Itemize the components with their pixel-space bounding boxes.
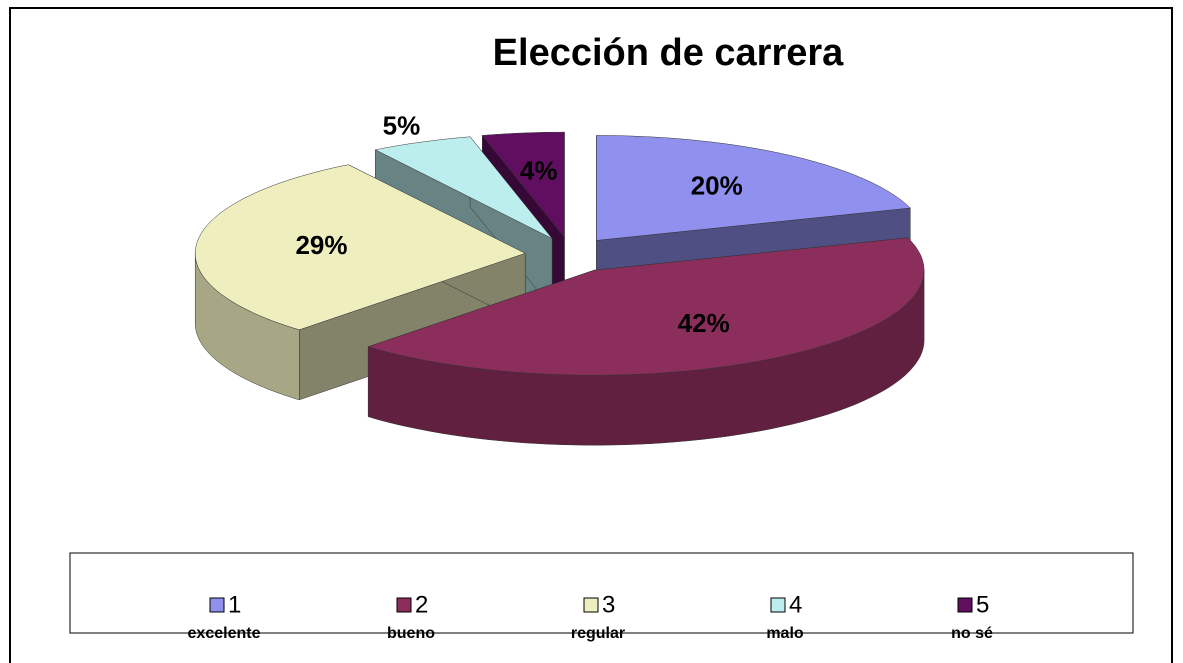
data-label: 20% <box>691 171 743 201</box>
legend-label: 5 <box>976 591 989 618</box>
data-label: 42% <box>678 308 730 338</box>
legend-label: 4 <box>789 591 802 618</box>
slice <box>481 131 565 238</box>
legend-sublabel: excelente <box>188 625 261 642</box>
legend-swatch <box>770 597 786 613</box>
legend-swatch <box>209 597 225 613</box>
legend-label: 1 <box>228 591 241 618</box>
data-label: 4% <box>520 155 558 185</box>
legend-swatch <box>583 597 599 613</box>
chart-title: Elección de carrera <box>493 32 845 74</box>
slice <box>596 135 911 241</box>
legend-swatch <box>957 597 973 613</box>
legend-sublabel: regular <box>571 625 625 642</box>
legend-label: 2 <box>415 591 428 618</box>
legend-label: 3 <box>602 591 615 618</box>
legend-sublabel: malo <box>766 625 804 642</box>
data-label: 29% <box>295 230 347 260</box>
data-label: 5% <box>383 111 421 141</box>
slice <box>374 136 553 239</box>
slice <box>194 164 526 331</box>
legend-sublabel: bueno <box>387 625 435 642</box>
slice <box>367 237 925 376</box>
legend-box <box>69 552 1134 634</box>
legend-sublabel: no sé <box>951 625 993 642</box>
legend-swatch <box>396 597 412 613</box>
